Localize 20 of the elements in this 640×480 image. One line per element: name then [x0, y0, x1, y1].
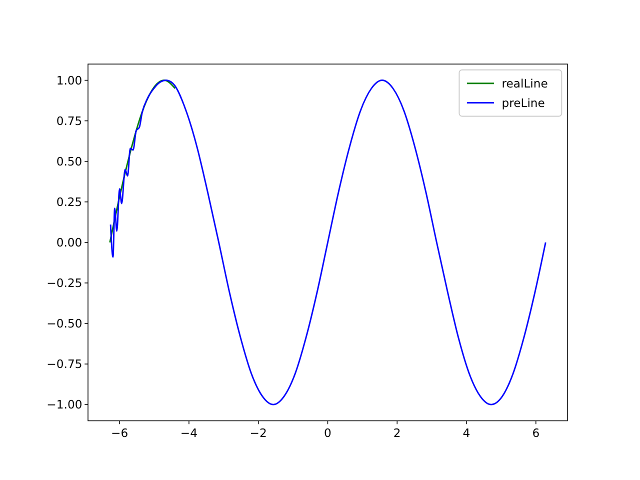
legend-label: realLine [502, 76, 548, 90]
x-tick-label: −4 [180, 426, 198, 440]
legend-label: preLine [502, 96, 545, 110]
y-tick-label: −0.50 [46, 316, 82, 331]
x-tick-label: −2 [250, 426, 267, 440]
y-tick-label: −0.25 [46, 276, 82, 290]
line-series [109, 80, 176, 244]
line-series [110, 80, 546, 406]
y-tick-label: −0.75 [46, 357, 82, 372]
x-tick-label: 6 [532, 426, 540, 440]
y-tick-label: 0.25 [56, 194, 82, 209]
y-tick-label: −1.00 [46, 398, 82, 412]
y-tick-label: 0.50 [56, 154, 82, 168]
y-tick-label: 0.75 [56, 114, 82, 128]
x-tick-label: 4 [462, 426, 470, 440]
x-tick-label: 2 [393, 426, 401, 440]
x-tick-label: 0 [324, 426, 332, 440]
y-tick-label: 0.00 [56, 235, 82, 250]
y-tick-label: 1.00 [56, 73, 82, 88]
x-tick-label: −6 [111, 426, 128, 440]
